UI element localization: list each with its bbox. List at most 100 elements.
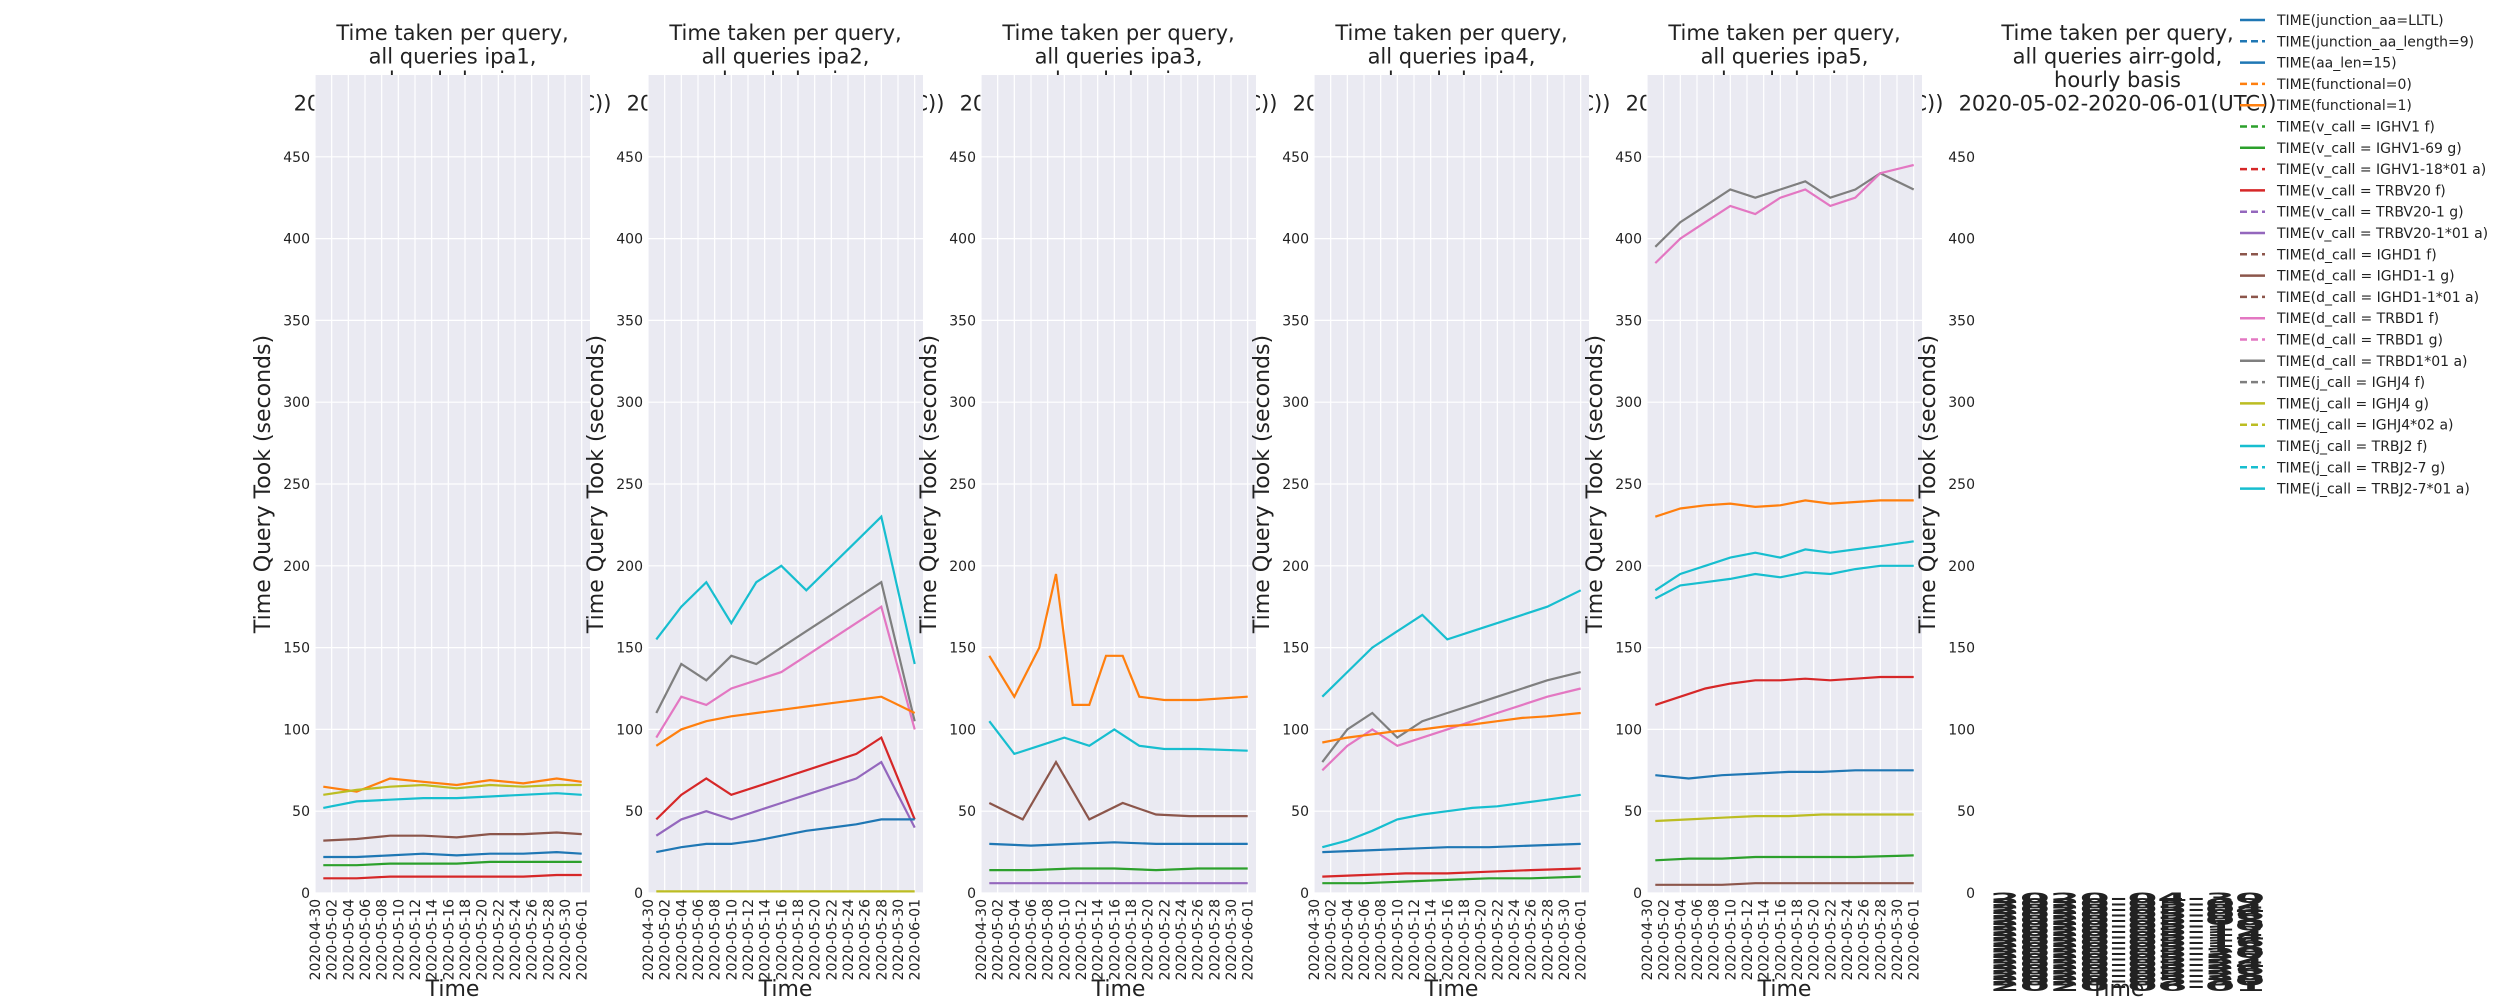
series-line bbox=[1655, 854, 1914, 862]
x-tick-label: 2020-06-01 bbox=[1574, 899, 1590, 980]
series-line bbox=[1655, 813, 1914, 823]
x-tick-label: 2020-05-18 bbox=[1124, 899, 1140, 980]
x-tick-label: 2020-04-30 bbox=[1307, 899, 1323, 980]
panel-title-line: Time taken per query, bbox=[1667, 21, 1900, 45]
y-tick-label: 200 bbox=[283, 559, 310, 575]
series-line bbox=[988, 573, 1248, 707]
series-line bbox=[323, 850, 582, 859]
series-line bbox=[1322, 867, 1581, 878]
x-tick-label: 2020-05-12 bbox=[1990, 924, 2265, 940]
y-tick-label: 0 bbox=[1633, 886, 1642, 902]
x-tick-label: 2020-05-20 bbox=[1807, 899, 1823, 980]
x-tick-label: 2020-05-28 bbox=[874, 899, 890, 980]
series-line bbox=[988, 720, 1248, 756]
y-tick-label: 350 bbox=[1948, 313, 1975, 329]
x-tick-label: 2020-05-22 bbox=[824, 899, 840, 980]
x-tick-label: 2020-05-30 bbox=[1990, 974, 2266, 990]
legend-label: TIME(v_call = IGHV1-69 g) bbox=[2276, 141, 2462, 157]
x-tick-label: 2020-05-28 bbox=[1207, 899, 1223, 980]
y-tick-label: 400 bbox=[949, 232, 976, 248]
x-tick-label: 2020-05-02 bbox=[1657, 899, 1673, 980]
series-line bbox=[323, 777, 582, 793]
x-tick-label: 2020-05-28 bbox=[1540, 899, 1556, 980]
x-tick-label: 2020-05-04 bbox=[341, 899, 357, 980]
y-tick-label: 150 bbox=[1282, 641, 1309, 657]
legend-label: TIME(junction_aa_length=9) bbox=[2276, 34, 2474, 50]
y-tick-label: 0 bbox=[634, 886, 643, 902]
panel-title-line: Time taken per query, bbox=[1001, 21, 1234, 45]
x-tick-label: 2020-04-30 bbox=[974, 899, 990, 980]
legend-label: TIME(j_call = IGHJ4 g) bbox=[2276, 396, 2429, 412]
y-axis-label: Time Query Took (seconds) bbox=[1250, 335, 1275, 634]
y-tick-label: 450 bbox=[1282, 150, 1309, 166]
x-tick-label: 2020-05-12 bbox=[1407, 899, 1423, 980]
x-tick-label: 2020-05-12 bbox=[741, 899, 757, 980]
series-line bbox=[323, 831, 582, 842]
x-tick-label: 2020-05-10 bbox=[1057, 899, 1073, 980]
series-line bbox=[1655, 769, 1914, 780]
y-tick-label: 250 bbox=[949, 477, 976, 493]
series-line bbox=[1321, 589, 1582, 698]
x-tick-label: 2020-05-24 bbox=[508, 899, 524, 980]
x-tick-label: 2020-05-06 bbox=[358, 899, 374, 980]
panel-title-line: Time taken per query, bbox=[668, 21, 901, 45]
x-tick-label: 2020-05-12 bbox=[408, 899, 424, 980]
y-tick-label: 400 bbox=[1282, 232, 1309, 248]
y-tick-label: 350 bbox=[1282, 313, 1309, 329]
y-tick-label: 100 bbox=[283, 722, 310, 738]
x-tick-label: 2020-05-16 bbox=[774, 899, 790, 980]
series-line bbox=[323, 792, 582, 809]
x-tick-label: 2020-05-10 bbox=[1990, 919, 2266, 935]
series-line bbox=[1654, 564, 1914, 600]
x-tick-label: 2020-05-20 bbox=[1474, 899, 1490, 980]
series-line bbox=[1322, 793, 1581, 849]
x-tick-label: 2020-05-02 bbox=[658, 899, 674, 980]
series-line bbox=[1654, 499, 1914, 518]
legend-label: TIME(j_call = TRBJ2-7*01 a) bbox=[2276, 482, 2470, 498]
y-tick-label: 300 bbox=[949, 395, 976, 411]
x-tick-label: 2020-05-02 bbox=[1324, 899, 1340, 980]
series-line bbox=[1322, 875, 1581, 885]
y-tick-label: 250 bbox=[1948, 477, 1975, 493]
x-tick-label: 2020-05-22 bbox=[491, 899, 507, 980]
x-axis-label: Time bbox=[2090, 977, 2145, 1000]
y-tick-label: 50 bbox=[292, 804, 310, 820]
x-tick-label: 2020-05-06 bbox=[1690, 899, 1706, 980]
legend: TIME(junction_aa=LLTL) TIME(junction_aa_l… bbox=[2240, 13, 2488, 498]
x-tick-label: 2020-05-22 bbox=[1157, 899, 1173, 980]
series-line bbox=[1654, 540, 1914, 592]
x-tick-label: 2020-06-01 bbox=[908, 899, 924, 980]
series-line bbox=[655, 760, 916, 837]
x-tick-label: 2020-05-14 bbox=[758, 899, 774, 980]
x-tick-label: 2020-05-06 bbox=[1357, 899, 1373, 980]
panel-title-line: hourly basis bbox=[2054, 68, 2181, 92]
y-tick-label: 400 bbox=[1948, 232, 1975, 248]
x-axis-label: Time bbox=[1091, 977, 1146, 1000]
legend-label: TIME(d_call = IGHD1-1 g) bbox=[2276, 269, 2455, 285]
x-tick-label: 2020-05-14 bbox=[1990, 930, 2266, 946]
legend-label: TIME(j_call = TRBJ2-7 g) bbox=[2276, 460, 2445, 476]
x-tick-label: 2020-05-08 bbox=[375, 899, 391, 980]
y-tick-label: 200 bbox=[616, 559, 643, 575]
y-tick-label: 50 bbox=[958, 804, 976, 820]
x-tick-label: 2020-05-26 bbox=[1857, 899, 1873, 980]
x-tick-label: 2020-05-16 bbox=[1440, 899, 1456, 980]
y-tick-label: 450 bbox=[1615, 150, 1642, 166]
series-line bbox=[1654, 675, 1914, 706]
y-tick-label: 200 bbox=[1615, 559, 1642, 575]
x-tick-label: 2020-05-20 bbox=[475, 899, 491, 980]
y-tick-label: 300 bbox=[1282, 395, 1309, 411]
x-tick-label: 2020-06-01 bbox=[1241, 899, 1257, 980]
y-tick-label: 450 bbox=[949, 150, 976, 166]
x-tick-label: 2020-05-18 bbox=[458, 899, 474, 980]
x-axis-label: Time bbox=[758, 977, 813, 1000]
y-tick-label: 0 bbox=[967, 886, 976, 902]
panel-title-line: all queries ipa3, bbox=[1035, 45, 1203, 69]
x-tick-label: 2020-05-06 bbox=[1024, 899, 1040, 980]
series-line bbox=[1654, 163, 1914, 264]
x-tick-label: 2020-05-16 bbox=[441, 899, 457, 980]
x-tick-label: 2020-05-08 bbox=[1374, 899, 1390, 980]
x-tick-label: 2020-05-08 bbox=[708, 899, 724, 980]
panel-title-line: all queries ipa4, bbox=[1368, 45, 1536, 69]
panel-ipa3: Time taken per query,all queries ipa3,ho… bbox=[917, 21, 1277, 1000]
